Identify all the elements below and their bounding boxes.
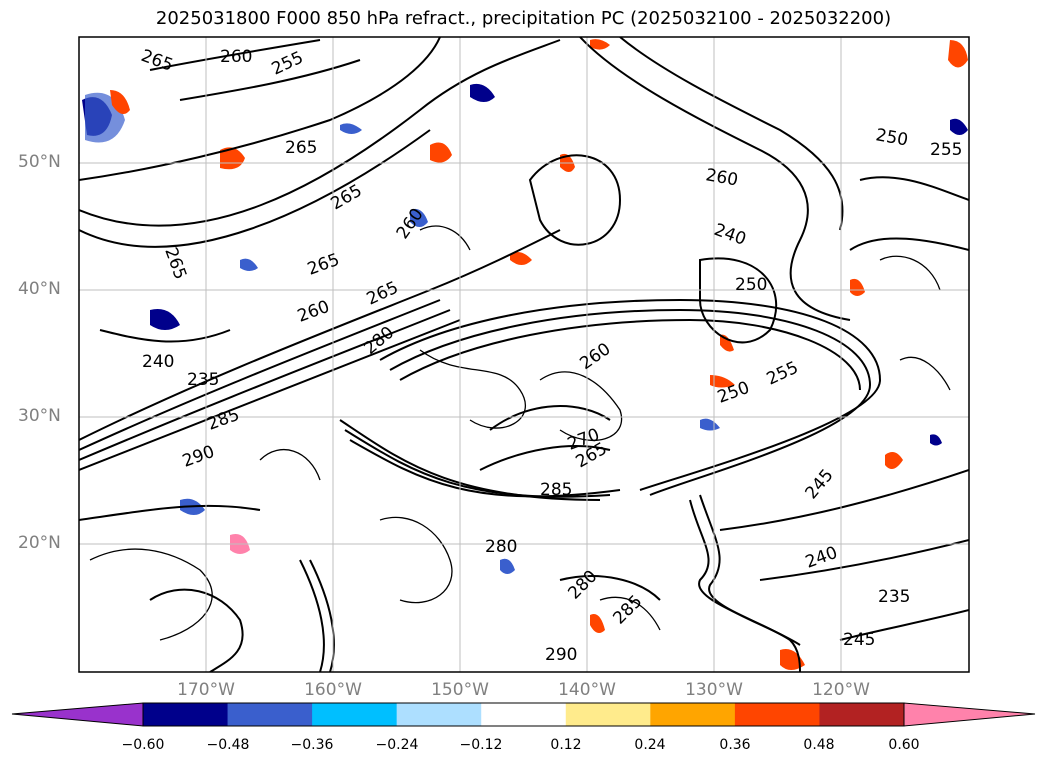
colorbar-segment (734, 703, 820, 726)
refractivity-contours (79, 37, 969, 672)
fine-contours (89, 225, 951, 641)
colorbar-segments (143, 703, 905, 726)
svg-text:235: 235 (878, 587, 910, 607)
colorbar-tick: −0.36 (290, 737, 334, 753)
svg-text:265: 265 (285, 138, 317, 158)
lat-label-50: 50°N (18, 152, 61, 172)
precip-blobs (82, 39, 968, 670)
map-gridlines (79, 37, 969, 672)
lat-label-20: 20°N (18, 533, 61, 553)
colorbar-tick: 0.36 (719, 737, 751, 753)
lon-label-160w: 160°W (304, 680, 362, 700)
lon-label-140w: 140°W (558, 680, 616, 700)
svg-text:250: 250 (735, 275, 767, 295)
svg-text:280: 280 (485, 537, 517, 557)
colorbar-tick: 0.60 (888, 737, 920, 753)
map-frame (78, 36, 970, 673)
colorbar-tick: −0.48 (206, 737, 250, 753)
map-title: 2025031800 F000 850 hPa refract., precip… (155, 8, 892, 29)
lon-label-130w: 130°W (685, 680, 743, 700)
svg-text:285: 285 (540, 480, 572, 500)
map-field: 265 260 255 265 265 260 265 265 250 255 … (79, 37, 969, 672)
svg-text:255: 255 (930, 140, 962, 160)
svg-text:290: 290 (545, 645, 577, 665)
lon-label-170w: 170°W (177, 680, 235, 700)
colorbar-tick: 0.48 (803, 737, 835, 753)
colorbar-segment (312, 703, 398, 726)
lat-label-30: 30°N (18, 406, 61, 426)
colorbar-frame (142, 702, 905, 727)
colorbar-tick: −0.12 (459, 737, 503, 753)
svg-text:260: 260 (220, 47, 252, 67)
svg-text:235: 235 (187, 370, 219, 390)
colorbar-tick: −0.24 (375, 737, 419, 753)
colorbar-segment (481, 703, 567, 726)
svg-text:245: 245 (843, 630, 875, 650)
svg-text:240: 240 (142, 352, 174, 372)
colorbar-segment (650, 703, 736, 726)
colorbar-segment (819, 703, 905, 726)
lon-label-120w: 120°W (812, 680, 870, 700)
colorbar-segment (143, 703, 229, 726)
colorbar-tick: 0.12 (550, 737, 582, 753)
colorbar-under-arrow (11, 702, 144, 727)
colorbar-segment (396, 703, 482, 726)
colorbar-tick: 0.24 (634, 737, 666, 753)
colorbar-segment (227, 703, 313, 726)
colorbar-tick: −0.60 (121, 737, 165, 753)
lat-label-40: 40°N (18, 279, 61, 299)
colorbar-segment (565, 703, 651, 726)
lon-label-150w: 150°W (431, 680, 489, 700)
colorbar-over-arrow (903, 702, 1036, 727)
